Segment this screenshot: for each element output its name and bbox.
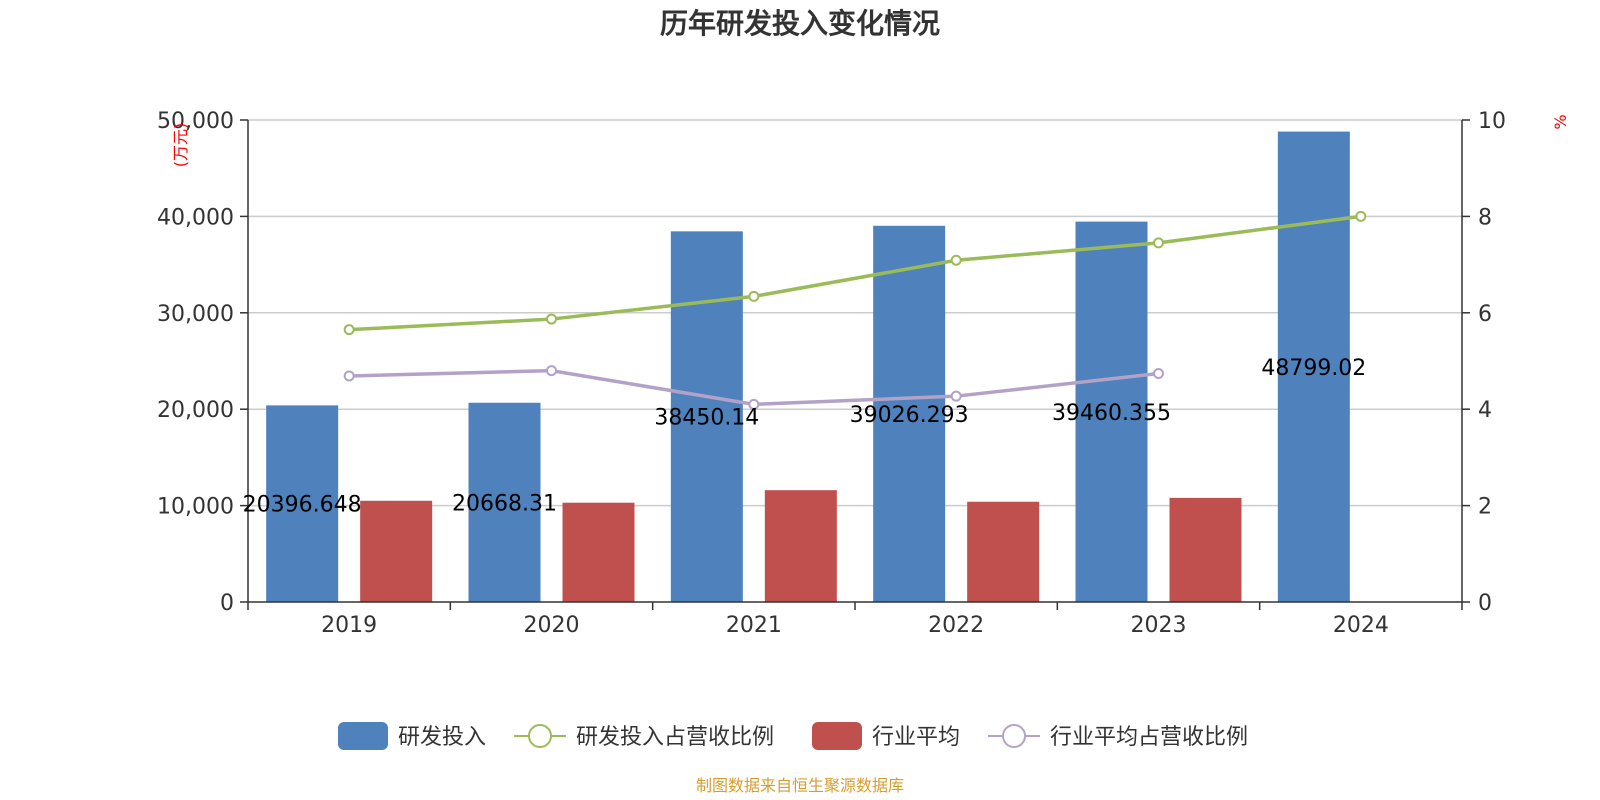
bar-rd-investment bbox=[468, 402, 541, 602]
line-marks bbox=[343, 210, 1367, 410]
legend-label: 研发投入 bbox=[398, 725, 486, 750]
y-right-unit: % bbox=[1551, 114, 1570, 129]
y-left-tick-label: 50,000 bbox=[157, 109, 234, 134]
point-rd-ratio bbox=[748, 290, 760, 302]
x-tick-label: 2020 bbox=[524, 613, 580, 638]
y-left-tick-label: 40,000 bbox=[157, 205, 234, 230]
axes: 0 10,000 20,000 30,000 40,000 50,000 0 2 4 6 8 10 20… bbox=[157, 109, 1570, 638]
grid-lines bbox=[248, 119, 1462, 507]
y-right-tick-label: 6 bbox=[1478, 302, 1492, 327]
chart-title: 历年研发投入变化情况 bbox=[660, 7, 940, 40]
bar-rd-investment bbox=[873, 225, 946, 602]
y-left-tick-label: 30,000 bbox=[157, 302, 234, 327]
x-tick-label: 2022 bbox=[928, 613, 984, 638]
source-note: 制图数据来自恒生聚源数据库 bbox=[696, 776, 904, 795]
bar-data-label: 20668.31 bbox=[452, 491, 557, 516]
x-tick-label: 2024 bbox=[1333, 613, 1389, 638]
legend-marker bbox=[528, 724, 552, 748]
point-industry-ratio bbox=[1153, 368, 1164, 380]
legend-swatch bbox=[338, 722, 388, 750]
bar-data-label: 38450.14 bbox=[654, 406, 759, 431]
bar-rd-investment bbox=[266, 405, 339, 602]
y-right-tick-label: 8 bbox=[1478, 205, 1492, 230]
point-industry-ratio bbox=[546, 365, 557, 377]
x-tick-label: 2021 bbox=[726, 613, 782, 638]
bar-data-label: 39460.355 bbox=[1052, 401, 1171, 426]
point-industry-ratio bbox=[950, 390, 962, 402]
y-left-unit: (万元) bbox=[171, 123, 190, 168]
bar-industry-average bbox=[1169, 497, 1242, 602]
bar-industry-average bbox=[360, 500, 433, 602]
bar-data-label: 48799.02 bbox=[1261, 356, 1366, 381]
bar-industry-average bbox=[562, 502, 635, 602]
bar-rd-investment bbox=[1075, 221, 1148, 602]
y-left-tick-label: 0 bbox=[220, 591, 234, 616]
legend-rd-investment[interactable]: 研发投入 bbox=[338, 722, 486, 750]
y-right-tick-label: 4 bbox=[1478, 398, 1492, 423]
legend-swatch bbox=[812, 722, 862, 750]
legend-label: 研发投入占营收比例 bbox=[576, 725, 774, 750]
legend-marker bbox=[1002, 724, 1026, 748]
legend-label: 行业平均占营收比例 bbox=[1050, 725, 1248, 750]
y-left-tick-label: 20,000 bbox=[157, 398, 234, 423]
bar-rd-investment bbox=[1277, 131, 1350, 602]
x-tick-label: 2023 bbox=[1131, 613, 1187, 638]
point-industry-ratio bbox=[343, 370, 355, 382]
line-rd-ratio bbox=[349, 214, 1362, 332]
data-labels: 20396.648 20668.31 38450.14 39026.293 39460.… bbox=[243, 356, 1367, 518]
bar-industry-average bbox=[967, 501, 1040, 602]
legend-rd-ratio[interactable]: 研发投入占营收比例 bbox=[514, 724, 774, 750]
point-rd-ratio bbox=[1355, 210, 1367, 222]
point-industry-ratio bbox=[748, 398, 760, 410]
point-rd-ratio bbox=[343, 324, 355, 336]
y-left-tick-label: 10,000 bbox=[157, 495, 234, 520]
bar-rd-investment bbox=[670, 231, 743, 603]
bar-data-label: 20396.648 bbox=[243, 493, 362, 518]
bar-industry-average bbox=[764, 490, 837, 602]
y-right-tick-label: 2 bbox=[1478, 495, 1492, 520]
legend-industry-ratio[interactable]: 行业平均占营收比例 bbox=[988, 724, 1248, 750]
point-rd-ratio bbox=[950, 254, 962, 266]
x-tick-label: 2019 bbox=[321, 613, 377, 638]
bar-marks bbox=[266, 131, 1350, 603]
y-right-tick-label: 10 bbox=[1478, 109, 1506, 134]
y-right-tick-label: 0 bbox=[1478, 591, 1492, 616]
point-rd-ratio bbox=[1153, 237, 1164, 249]
point-rd-ratio bbox=[546, 313, 557, 325]
legend[interactable]: 研发投入 研发投入占营收比例 行业平均 行业平均占营收比例 bbox=[338, 722, 1248, 750]
legend-label: 行业平均 bbox=[872, 725, 960, 750]
bar-data-label: 39026.293 bbox=[850, 403, 969, 428]
legend-industry-average[interactable]: 行业平均 bbox=[812, 722, 960, 750]
